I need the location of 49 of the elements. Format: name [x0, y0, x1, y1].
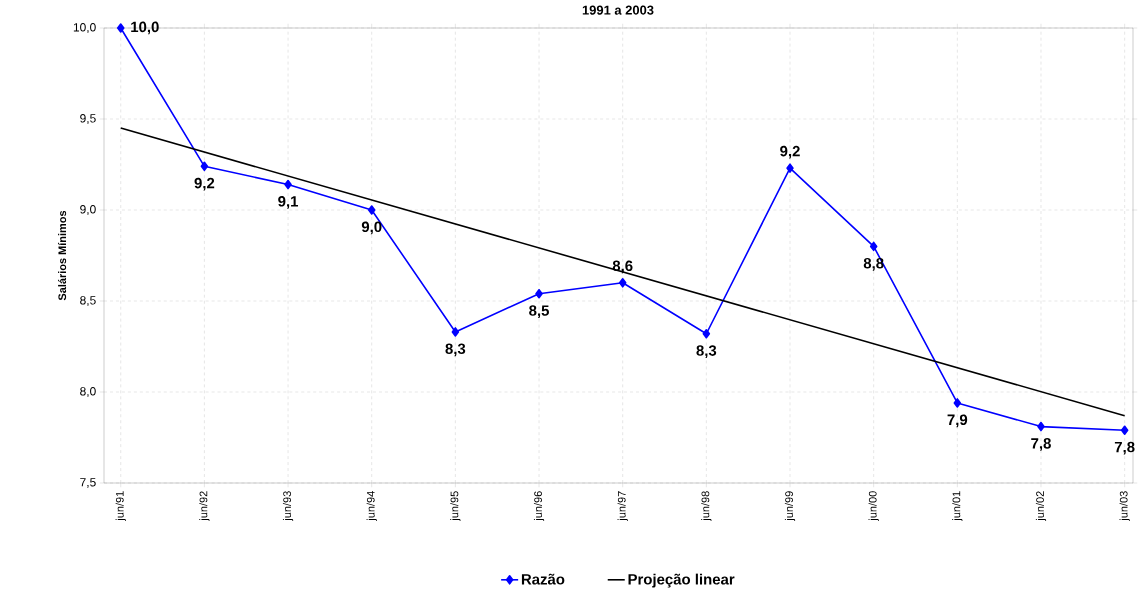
- data-label: 7,8: [1114, 441, 1135, 455]
- y-tick-label: 8,5: [80, 296, 96, 306]
- data-label: 8,6: [612, 260, 633, 274]
- x-tick-label: jun/96: [533, 491, 545, 521]
- point: [869, 241, 878, 252]
- data-label: 8,5: [529, 305, 549, 318]
- point: [284, 179, 292, 190]
- data-label: 8,8: [863, 257, 884, 271]
- y-axis-title: Salários Mínimos: [57, 210, 67, 301]
- x-tick-label: jun/97: [617, 491, 628, 521]
- legend-label: Razão: [521, 573, 565, 585]
- x-tick-label: jun/99: [784, 491, 796, 521]
- y-tick-label: 7,5: [80, 478, 96, 488]
- x-tick-label: jun/95: [450, 491, 461, 521]
- point: [367, 205, 376, 215]
- point: [702, 328, 711, 339]
- point: [200, 161, 209, 172]
- data-label: 7,9: [947, 414, 968, 428]
- data-label: 10,0: [131, 21, 159, 35]
- point: [451, 327, 460, 337]
- data-label: 9,0: [361, 221, 382, 235]
- y-tick-label: 10,0: [73, 23, 96, 33]
- data-label: 8,3: [445, 343, 466, 357]
- x-tick-label: jun/02: [1035, 491, 1047, 521]
- y-tick-label: 8,0: [80, 387, 96, 397]
- data-label: 9,2: [780, 145, 800, 159]
- chart-title: 1991 a 2003: [582, 5, 654, 15]
- x-tick-label: jun/00: [868, 491, 879, 521]
- data-label: 9,2: [194, 177, 215, 191]
- point: [1037, 421, 1045, 432]
- x-tick-label: jun/94: [366, 491, 377, 521]
- x-tick-label: jun/93: [282, 491, 294, 521]
- x-tick-label: jun/01: [952, 491, 963, 521]
- y-tick-label: 9,5: [80, 114, 96, 124]
- x-tick-label: jun/91: [115, 491, 126, 521]
- x-tick-label: jun/92: [199, 491, 210, 521]
- x-tick-label: jun/03: [1119, 491, 1130, 521]
- data-label: 9,1: [278, 196, 299, 209]
- data-label: 8,3: [696, 345, 717, 359]
- point: [786, 163, 794, 173]
- point: [1120, 425, 1129, 436]
- point: [116, 23, 125, 33]
- legend-label: Projeção linear: [628, 573, 735, 588]
- x-tick-label: jun/98: [701, 491, 712, 521]
- data-label: 7,8: [1031, 438, 1051, 451]
- point: [618, 278, 627, 288]
- point: [953, 398, 962, 408]
- point: [535, 288, 543, 299]
- y-tick-label: 9,0: [80, 205, 96, 215]
